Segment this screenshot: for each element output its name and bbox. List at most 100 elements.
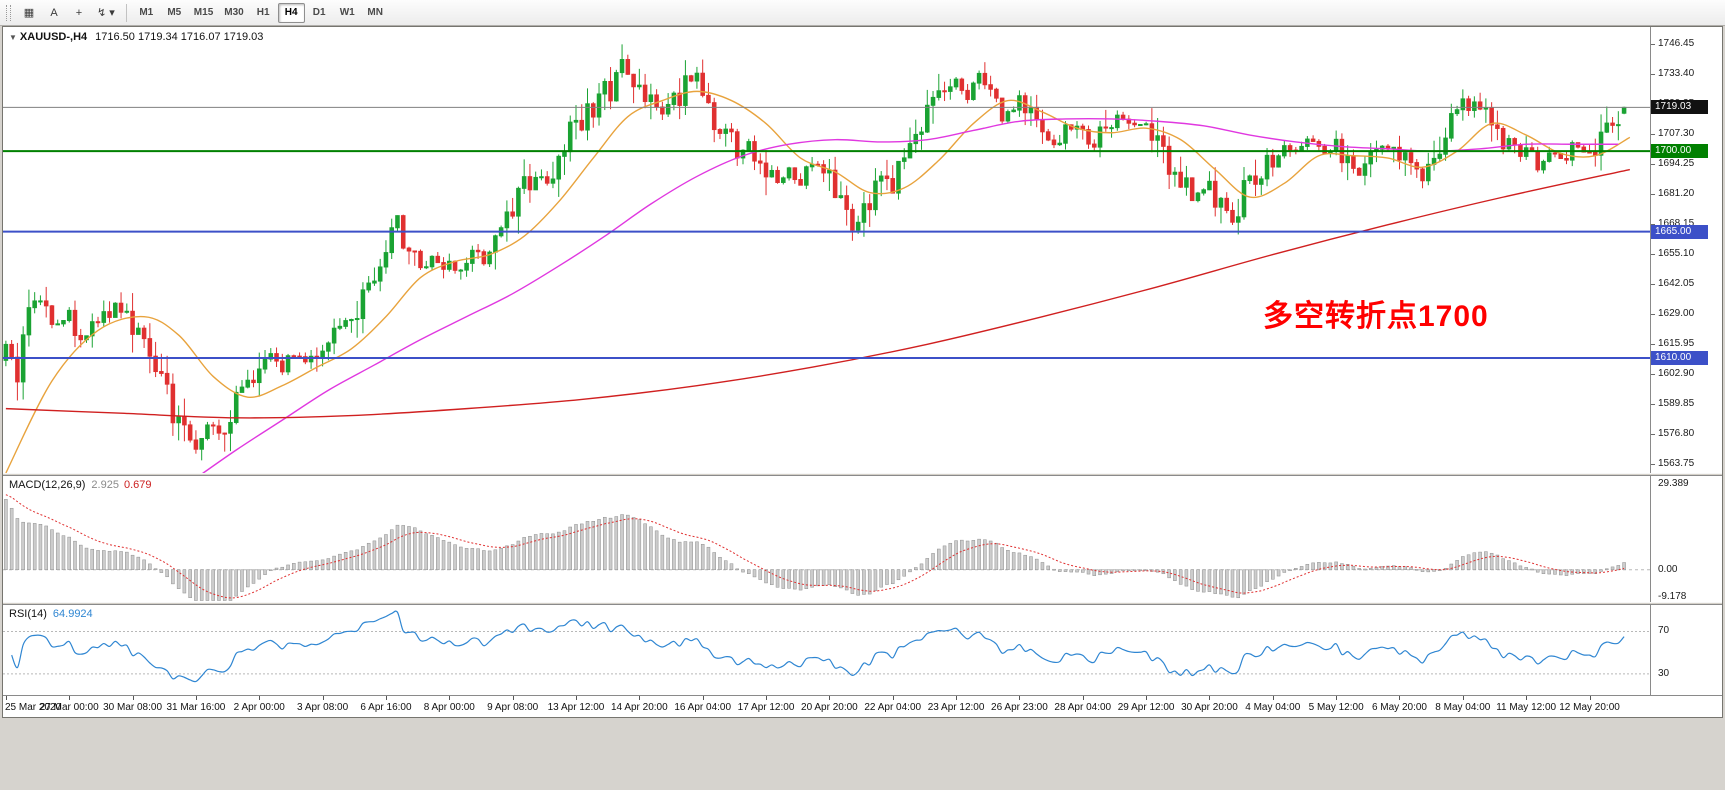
macd-tick-label: -9.178 [1658, 590, 1687, 602]
price-tag-1610.00[interactable]: 1610.00 [1651, 351, 1708, 366]
timeframe-button-d1[interactable]: D1 [312, 7, 326, 18]
price-chart-svg [3, 44, 1650, 473]
macd-axis[interactable]: 29.389 0.00 -9.178 [1650, 476, 1722, 602]
price-tick-label: 1576.80 [1658, 428, 1695, 440]
toolbar-drag-handle[interactable] [6, 4, 11, 21]
rsi-axis[interactable]: 70 30 [1650, 605, 1722, 695]
timeframe-button-w1[interactable]: W1 [339, 7, 355, 18]
timeframe-button-mn[interactable]: MN [367, 7, 383, 18]
time-tick-mark [766, 696, 768, 700]
macd-tick-label: 0.00 [1658, 563, 1678, 575]
price-tick-label: 1694.25 [1658, 158, 1695, 170]
macd-svg [3, 494, 1650, 601]
rsi-plot[interactable]: RSI(14) 64.9924 [3, 605, 1650, 695]
price-tick-mark [1651, 314, 1655, 316]
price-tick-label: 1655.10 [1658, 248, 1695, 260]
time-axis-label: 23 Apr 12:00 [927, 702, 985, 713]
time-axis-label: 20 Apr 20:00 [801, 702, 858, 713]
time-axis-label: 27 Mar 00:00 [39, 702, 99, 713]
macd-plot[interactable]: MACD(12,26,9) 2.925 0.679 [3, 476, 1650, 602]
price-tag-1700.00[interactable]: 1700.00 [1651, 144, 1708, 159]
time-tick-mark [1272, 696, 1274, 700]
price-chart-plot[interactable]: ▼ XAUUSD-,H4 1716.50 1719.34 1716.07 1719.… [3, 27, 1650, 473]
price-tick-label: 1563.75 [1658, 458, 1695, 470]
price-tick-mark [1651, 134, 1655, 136]
time-axis-label: 2 Apr 00:00 [233, 702, 285, 713]
timeframe-toolbar: M1 M5 M15 M30 H1 H4 D1 W1 MN [133, 2, 389, 23]
time-axis-label: 17 Apr 12:00 [737, 702, 795, 713]
price-tick-label: 1629.00 [1658, 308, 1695, 320]
time-axis[interactable]: 25 Mar 2020 27 Mar 00:00 30 Mar 08:00 31 Ma… [3, 695, 1722, 717]
time-tick-mark [1209, 696, 1211, 700]
pane-splitter-1[interactable] [3, 473, 1722, 476]
price-tick-label: 1668.15 [1658, 218, 1694, 230]
price-tag-1719.03[interactable]: 1719.03 [1651, 100, 1708, 115]
timeframe-button-m15[interactable]: M15 [193, 7, 214, 18]
cursor-tool-button[interactable]: A [50, 6, 58, 19]
rsi-pane: RSI(14) 64.9924 70 30 [3, 605, 1722, 695]
time-axis-label: 31 Mar 16:00 [166, 702, 226, 713]
time-axis-label: 5 May 12:00 [1308, 702, 1364, 713]
chart-menu-caret-icon[interactable]: ▼ [9, 33, 17, 42]
price-tick-mark [1651, 44, 1655, 46]
time-tick-mark [322, 696, 324, 700]
price-tag-1665.00[interactable]: 1665.00 [1651, 224, 1708, 239]
chart-window: ▼ XAUUSD-,H4 1716.50 1719.34 1716.07 1719.… [2, 26, 1723, 718]
rsi-line [11, 610, 1625, 683]
price-tick-label: 1602.90 [1658, 368, 1695, 380]
chart-windows-icon[interactable]: ▦ [23, 7, 35, 19]
macd-label: MACD(12,26,9) 2.925 0.679 [9, 479, 151, 491]
rsi-label: RSI(14) 64.9924 [9, 608, 93, 620]
timeframe-button-h1[interactable]: H1 [256, 7, 270, 18]
time-axis-label: 25 Mar 2020 [5, 702, 62, 713]
timeframe-button-h4[interactable]: H4 [277, 2, 305, 23]
time-tick-mark [1462, 696, 1464, 700]
price-pane: ▼ XAUUSD-,H4 1716.50 1719.34 1716.07 1719.… [3, 27, 1722, 473]
time-axis-label: 8 May 04:00 [1435, 702, 1491, 713]
top-toolbar: ▦ A + ↯ ▾ M1 M5 M15 M30 H1 H4 D1 W1 MN [0, 0, 1725, 26]
time-tick-mark [829, 696, 831, 700]
price-tick-mark [1651, 404, 1655, 406]
time-axis-label: 30 Apr 20:00 [1181, 702, 1238, 713]
macd-main-value: 2.925 [91, 479, 119, 491]
macd-signal-line [5, 494, 1625, 599]
ohlc-values: 1716.50 1719.34 1716.07 1719.03 [95, 31, 264, 43]
symbol-period-label: XAUUSD-,H4 [19, 31, 88, 43]
price-tick-label: 1746.45 [1658, 38, 1695, 50]
macd-name: MACD(12,26,9) [9, 479, 86, 491]
time-tick-mark [1146, 696, 1148, 700]
time-tick-mark [1399, 696, 1401, 700]
price-tick-label: 1681.20 [1658, 188, 1695, 200]
time-axis-label: 4 May 04:00 [1245, 702, 1301, 713]
time-tick-mark [385, 696, 387, 700]
time-axis-label: 6 May 20:00 [1371, 702, 1427, 713]
time-tick-mark [512, 696, 514, 700]
price-tick-mark [1651, 434, 1655, 436]
price-axis[interactable]: 1746.451733.401720.351707.301694.251681.… [1650, 27, 1722, 473]
time-axis-label: 16 Apr 04:00 [674, 702, 732, 713]
objects-dropdown[interactable]: ↯ ▾ [97, 7, 115, 19]
crosshair-tool-button[interactable]: + [75, 6, 83, 19]
timeframe-button-m1[interactable]: M1 [139, 7, 154, 18]
pane-splitter-2[interactable] [3, 602, 1722, 605]
price-tick-mark [1651, 164, 1655, 166]
time-tick-mark [639, 696, 641, 700]
price-tick-label: 1707.30 [1658, 128, 1695, 140]
time-tick-mark [1019, 696, 1021, 700]
macd-tick-label: 29.389 [1658, 477, 1689, 489]
time-tick-mark [1336, 696, 1338, 700]
price-tick-mark [1651, 254, 1655, 256]
price-tick-label: 1733.40 [1658, 68, 1695, 80]
time-tick-mark [132, 696, 134, 700]
bottom-area [0, 718, 1725, 788]
time-axis-label: 8 Apr 00:00 [423, 702, 475, 713]
time-tick-mark [449, 696, 451, 700]
time-tick-mark [702, 696, 704, 700]
price-tick-mark [1651, 74, 1655, 76]
time-axis-label: 22 Apr 04:00 [864, 702, 922, 713]
time-tick-mark [892, 696, 894, 700]
chart-tools-group: ▦ A + ↯ ▾ [17, 3, 120, 23]
timeframe-button-m5[interactable]: M5 [167, 7, 182, 18]
timeframe-button-m30[interactable]: M30 [224, 7, 244, 18]
price-tick-mark [1651, 194, 1655, 196]
